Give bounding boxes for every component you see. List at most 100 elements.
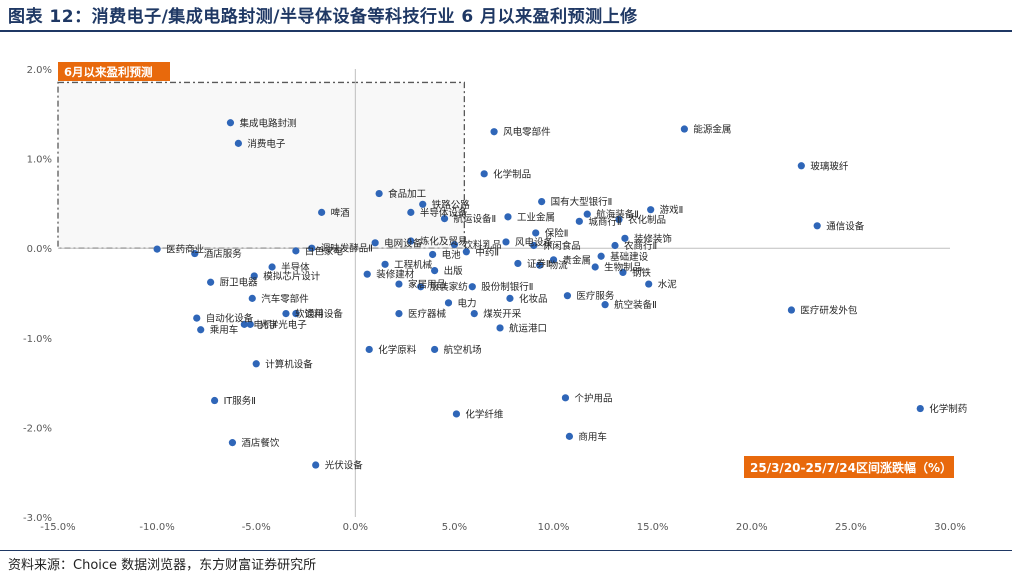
scatter-point (240, 320, 248, 328)
x-axis-title: 25/3/20-25/7/24区间涨跌幅（%） (750, 460, 952, 475)
point-label: 调味发酵品Ⅱ (321, 243, 373, 255)
x-tick-label: 0.0% (343, 522, 368, 533)
point-label: 保险Ⅱ (545, 227, 569, 239)
point-label: 出版 (444, 265, 464, 277)
point-label: 半导体设备 (420, 207, 468, 219)
point-label: 厨卫电器 (220, 277, 259, 289)
scatter-point (506, 294, 514, 302)
scatter-point (647, 206, 655, 214)
y-tick-label: -3.0% (23, 513, 52, 524)
point-label: 游戏Ⅱ (660, 204, 684, 216)
point-label: 股份制银行Ⅱ (481, 281, 533, 293)
scatter-point (797, 162, 805, 170)
scatter-point (549, 256, 558, 264)
point-label: 航空机场 (444, 344, 482, 356)
annotations: 6月以来盈利预测 25/3/20-25/7/24区间涨跌幅（%） (58, 62, 954, 478)
scatter-point (250, 272, 258, 280)
scatter-point (480, 170, 488, 178)
scatter-point (496, 324, 504, 332)
point-label: 通信设备 (826, 220, 865, 232)
scatter-point (381, 260, 389, 268)
highlight-box (57, 81, 466, 249)
x-tick-label: 30.0% (934, 522, 966, 533)
point-label: 国有大型银行Ⅱ (551, 196, 613, 208)
x-tick-label: 10.0% (538, 522, 570, 533)
data-points (153, 119, 924, 469)
scatter-point (371, 239, 379, 247)
point-label: 消费电子 (247, 138, 286, 150)
point-label: 铁路公路 (432, 199, 471, 211)
scatter-point (191, 249, 199, 258)
x-tick-label: -15.0% (40, 522, 75, 533)
y-axis-title: 6月以来盈利预测 (64, 65, 153, 79)
scatter-point (197, 326, 205, 334)
point-label: 农商行Ⅱ (624, 240, 657, 252)
scatter-point (597, 252, 605, 260)
point-label: 乘用车 (210, 324, 239, 336)
point-label: 物流 (549, 260, 569, 272)
scatter-point (504, 213, 512, 221)
scatter-point (312, 461, 320, 469)
x-tick-label: -5.0% (242, 522, 271, 533)
point-label: 航海装备Ⅱ (596, 209, 639, 221)
scatter-point (431, 267, 439, 275)
point-label: 证券Ⅱ (527, 258, 551, 270)
point-label: 化学纤维 (465, 408, 504, 420)
point-label: 装修建材 (376, 269, 415, 281)
scatter-point (645, 280, 653, 288)
scatter-point (153, 245, 161, 253)
scatter-point (575, 217, 583, 225)
scatter-point (452, 410, 461, 418)
scatter-point (252, 360, 260, 368)
point-label: 化妆品 (519, 293, 548, 305)
scatter-point (813, 222, 821, 230)
scatter-point (530, 241, 538, 250)
point-label: 炼化及贸易 (420, 236, 468, 248)
point-label: 工程机械 (394, 259, 433, 271)
point-label: 航运港口 (509, 322, 547, 334)
point-label: 能源金属 (693, 124, 731, 136)
point-label: 酒店服务 (204, 248, 243, 260)
scatter-point (565, 432, 574, 440)
point-label: 基础建设 (610, 251, 649, 263)
scatter-point (292, 310, 300, 318)
point-label: 化学原料 (378, 344, 417, 356)
y-tick-label: 0.0% (27, 244, 52, 255)
y-tick-label: -2.0% (23, 423, 52, 434)
point-label: 化学制品 (493, 168, 531, 180)
scatter-chart: -15.0% -10.0% -5.0% 0.0% 5.0% 10.0% 15.0% 20.0%… (23, 62, 967, 533)
point-label: 光学光电子 (259, 319, 307, 331)
point-label: 装修装饰 (634, 233, 672, 245)
point-label: 医药商业 (166, 244, 204, 256)
scatter-point (591, 263, 599, 271)
point-label: 家居用品 (408, 279, 446, 291)
point-label: 钢铁 (632, 267, 652, 279)
scatter-point (282, 310, 290, 318)
y-tick-label: -1.0% (23, 334, 52, 345)
scatter-point (561, 394, 570, 402)
point-label: 医疗研发外包 (800, 305, 858, 317)
scatter-point (318, 208, 326, 216)
scatter-point (395, 280, 403, 288)
point-label: 医疗服务 (576, 290, 615, 302)
scatter-point (417, 283, 425, 291)
scatter-point (429, 250, 437, 259)
point-label: 商用车 (578, 431, 607, 443)
scatter-point (226, 119, 235, 127)
point-label: 白色家电 (305, 245, 344, 257)
source-note: 资料来源：Choice 数据浏览器，东方财富证券研究所 (8, 558, 317, 573)
title-divider (0, 30, 1012, 32)
scatter-point (470, 310, 478, 318)
axes: -15.0% -10.0% -5.0% 0.0% 5.0% 10.0% 15.0% 20.0%… (23, 65, 966, 533)
scatter-point (621, 234, 629, 242)
scatter-point (395, 310, 403, 318)
point-label: 自动化设备 (206, 313, 254, 325)
point-label: 服装家纺 (430, 281, 469, 293)
point-label: 煤炭开采 (483, 308, 522, 320)
scatter-point (916, 404, 924, 413)
point-label: 城商行Ⅱ (588, 216, 621, 228)
scatter-point (407, 208, 415, 216)
scatter-point (462, 248, 470, 256)
point-label: 光伏设备 (325, 460, 364, 472)
scatter-point (514, 259, 522, 268)
